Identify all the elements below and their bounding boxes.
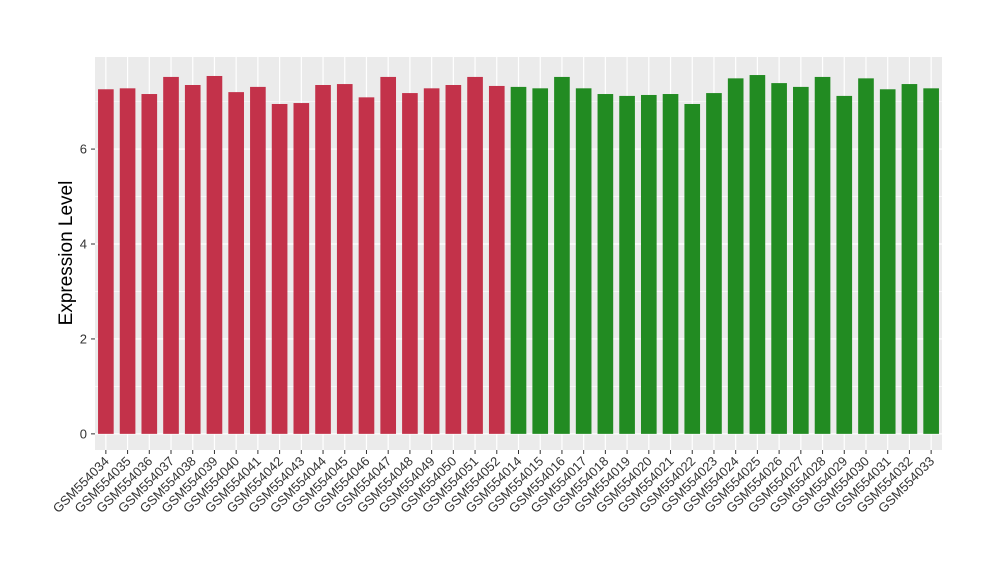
bar (532, 88, 549, 434)
y-tick-label: 6 (80, 142, 87, 157)
bar (901, 84, 918, 434)
bar (640, 94, 657, 434)
bar (488, 85, 505, 434)
bar (228, 92, 244, 434)
y-axis-title: Expression Level (56, 181, 77, 326)
bar (445, 85, 462, 434)
bar (554, 76, 570, 434)
bar (662, 94, 679, 434)
bar (597, 94, 614, 434)
bar (467, 76, 483, 434)
bar (336, 84, 353, 434)
bar (879, 89, 896, 434)
bar (423, 88, 440, 434)
bar (619, 95, 635, 434)
bar (836, 95, 853, 434)
y-tick-label: 2 (80, 331, 87, 346)
bar (749, 75, 766, 434)
bar (858, 78, 874, 434)
bar (510, 86, 527, 434)
bar (358, 97, 375, 434)
bar (119, 88, 136, 434)
bar (771, 83, 787, 434)
bar (271, 103, 288, 434)
bar (727, 78, 744, 434)
bar (706, 93, 722, 434)
bar (141, 94, 158, 434)
bar (575, 88, 592, 434)
bar (184, 85, 201, 434)
bar (206, 75, 223, 434)
y-tick-label: 4 (80, 237, 87, 252)
bar (402, 93, 418, 434)
bar (163, 76, 179, 434)
bar (293, 103, 310, 434)
y-tick-label: 0 (80, 426, 87, 441)
bar (380, 76, 397, 434)
bar (250, 86, 266, 434)
bar (793, 86, 809, 434)
bar (923, 88, 939, 434)
bar (684, 103, 701, 434)
bar (814, 76, 831, 434)
bar (315, 85, 331, 434)
bar (98, 89, 114, 434)
